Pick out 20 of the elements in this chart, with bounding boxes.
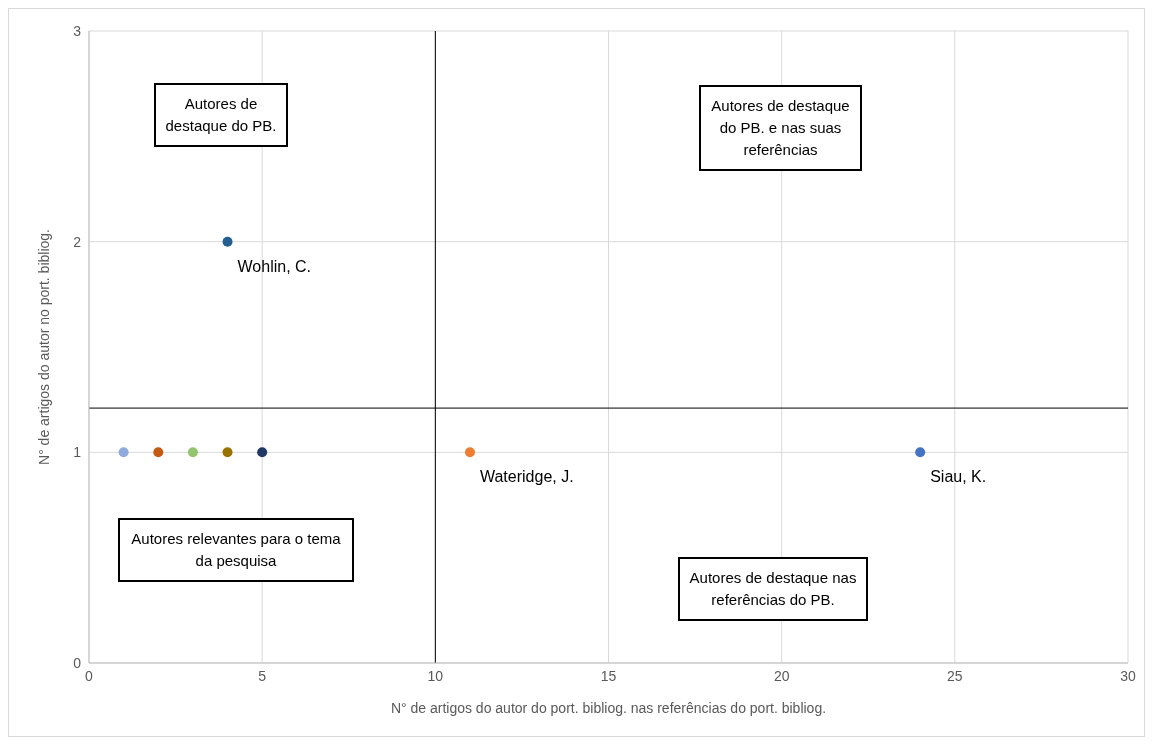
y-tick-label: 3 xyxy=(73,22,82,39)
x-tick-label: 5 xyxy=(258,667,267,684)
x-tick-label: 15 xyxy=(600,667,617,684)
series-label: Wateridge, J. xyxy=(479,468,574,486)
x-axis-title: N° de artigos do autor do port. bibliog. nas referências do port. bibliog. xyxy=(390,700,827,716)
series-label: Siau, K. xyxy=(930,468,987,486)
annotation: Autores de destaque do PB. e nas suas referências xyxy=(699,85,862,171)
annotation: Autores de destaque do PB. xyxy=(154,83,288,147)
x-tick-label: 20 xyxy=(773,667,790,684)
annotation: Autores de destaque nas referências do PB. xyxy=(678,557,868,621)
x-tick-label: 30 xyxy=(1120,667,1136,684)
x-tick-label: 25 xyxy=(947,667,963,684)
y-tick-label: 1 xyxy=(73,444,82,461)
y-axis-title: N° de artigos do autor no port. bibliog. xyxy=(35,229,52,465)
y-tick-label: 0 xyxy=(73,654,82,671)
series-label: Wohlin, C. xyxy=(237,257,312,275)
x-tick-label: 10 xyxy=(427,667,444,684)
x-tick-label: 0 xyxy=(85,667,94,684)
y-tick-label: 2 xyxy=(73,233,82,250)
annotation: Autores relevantes para o tema da pesquisa xyxy=(118,518,354,582)
